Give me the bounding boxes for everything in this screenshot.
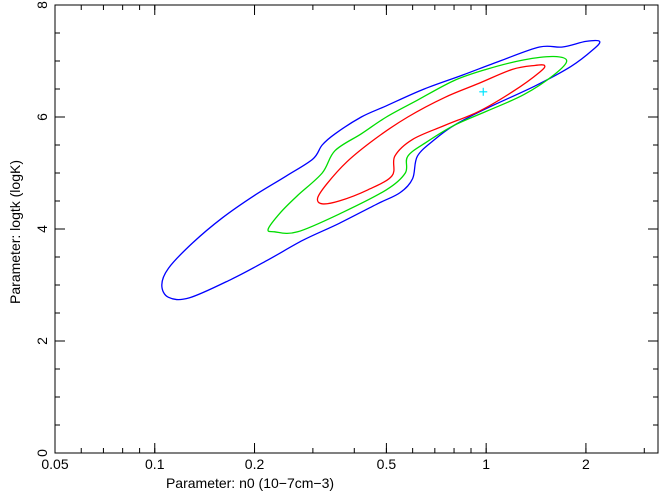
contour-outer	[161, 39, 601, 301]
y-tick-label: 2	[34, 337, 50, 345]
contour-middle	[267, 55, 568, 235]
x-axis-title: Parameter: n0 (10−7cm−3)	[166, 475, 334, 491]
plot-frame	[54, 4, 659, 454]
confidence-contours	[161, 39, 601, 301]
contour-inner	[316, 64, 546, 205]
y-tick-label: 4	[34, 225, 50, 233]
y-tick-label: 8	[34, 1, 50, 9]
x-tick-label: 0.05	[41, 456, 68, 472]
x-tick-label: 0.1	[145, 456, 165, 472]
x-axis-ticks: 0.05 0.1 0.2 0.5 1 2	[41, 5, 645, 472]
x-tick-label: 1	[482, 456, 490, 472]
y-axis-ticks: 0 2 4 6 8	[34, 1, 658, 457]
x-tick-label: 2	[582, 456, 590, 472]
best-fit-marker	[479, 87, 488, 96]
x-tick-label: 0.5	[377, 456, 397, 472]
x-tick-label: 0.2	[245, 456, 265, 472]
y-axis-title: Parameter: logtk (logK)	[7, 160, 23, 304]
y-tick-label: 0	[34, 449, 50, 457]
y-tick-label: 6	[34, 113, 50, 121]
